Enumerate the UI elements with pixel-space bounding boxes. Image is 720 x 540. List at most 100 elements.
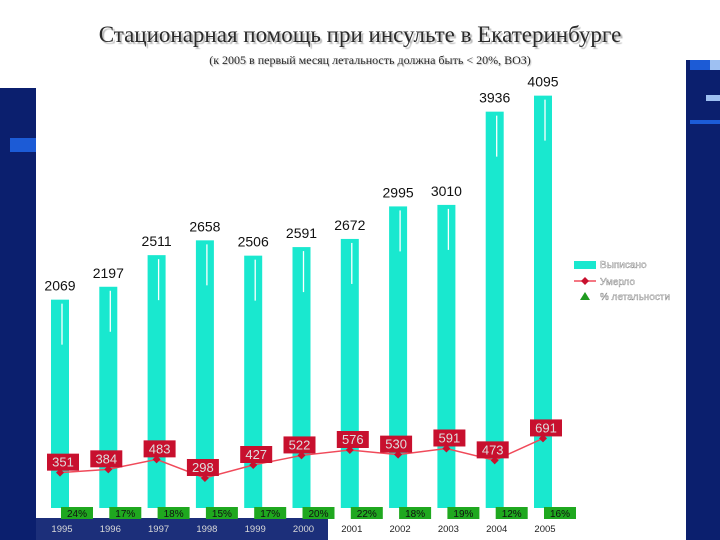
right-stripe-dark xyxy=(686,60,720,540)
bar-discharged-2002 xyxy=(389,206,408,508)
percent-box-2004 xyxy=(495,507,528,519)
died-value-box-2005 xyxy=(530,419,562,437)
died-value-box-1996 xyxy=(90,450,123,468)
right-stripe-blue-2 xyxy=(690,120,720,124)
percent-label-1999: 17% xyxy=(260,509,280,520)
died-value-box-2003 xyxy=(433,429,466,447)
bar-discharged-1996 xyxy=(99,286,118,508)
bar-discharged-2004 xyxy=(485,111,504,508)
bar-value-label-2004: 3936 xyxy=(479,90,510,106)
died-value-box-2000 xyxy=(283,436,316,454)
bar-value-label-1999: 2506 xyxy=(238,234,269,250)
bar-value-label-1998: 2658 xyxy=(189,218,220,234)
percent-label-2003: 19% xyxy=(453,509,473,520)
legend-label-mortality: % летальности xyxy=(600,292,670,303)
percent-box-1998 xyxy=(205,507,238,519)
left-stripe-dark xyxy=(0,88,36,540)
x-tick-label-1997: 1997 xyxy=(148,524,169,535)
legend-swatch-diamond xyxy=(581,277,589,285)
bar-value-label-2000: 2591 xyxy=(286,225,317,241)
bar-value-label-2002: 2995 xyxy=(383,184,414,200)
x-tick-label-2004: 2004 xyxy=(486,524,507,535)
left-stripe-accent xyxy=(10,138,36,152)
bar-value-box-1998 xyxy=(182,218,227,236)
died-value-box-2002 xyxy=(380,435,413,453)
legend-label-discharged: Выписано xyxy=(600,260,647,271)
percent-label-1995: 24% xyxy=(67,509,87,520)
died-value-label-2000: 522 xyxy=(289,437,311,452)
died-value-label-2001: 576 xyxy=(342,432,364,447)
bar-discharged-2001 xyxy=(340,238,359,509)
percent-box-1997 xyxy=(157,507,190,519)
legend-swatch-triangle xyxy=(580,292,590,300)
percent-label-2000: 20% xyxy=(308,509,328,520)
percent-box-2003 xyxy=(447,507,480,519)
died-value-label-2002: 530 xyxy=(385,437,407,452)
died-value-label-1996: 384 xyxy=(95,451,117,466)
x-tick-label-2003: 2003 xyxy=(438,524,459,535)
percent-box-1995 xyxy=(61,507,93,519)
bar-value-box-2001 xyxy=(327,216,372,234)
died-value-box-1997 xyxy=(143,440,176,458)
x-tick-label-2000: 2000 xyxy=(293,524,314,535)
bar-value-label-2001: 2672 xyxy=(334,217,365,233)
percent-label-2004: 12% xyxy=(502,509,522,520)
bar-discharged-1995 xyxy=(51,299,69,508)
percent-box-2000 xyxy=(302,507,335,519)
bar-value-box-2005 xyxy=(521,73,565,91)
died-value-label-2005: 691 xyxy=(535,420,557,435)
percent-box-2005 xyxy=(544,507,576,519)
right-stripe-light-2 xyxy=(706,95,720,101)
bar-discharged-2005 xyxy=(534,95,552,509)
bar-value-box-2003 xyxy=(424,182,469,200)
bar-value-label-1997: 2511 xyxy=(142,233,172,249)
x-tick-label-1998: 1998 xyxy=(196,524,217,535)
legend: Выписано Умерло % летальности xyxy=(574,260,670,303)
legend-swatch-bar xyxy=(574,261,596,269)
percent-label-2005: 16% xyxy=(550,509,570,520)
bar-value-box-2000 xyxy=(279,225,324,243)
legend-label-died: Умерло xyxy=(600,277,636,288)
chart-subtitle: (к 2005 в первый месяц летальность должн… xyxy=(209,53,531,67)
percent-box-1999 xyxy=(254,507,287,519)
percent-label-1996: 17% xyxy=(115,509,135,520)
died-value-label-1998: 298 xyxy=(192,460,214,475)
percent-box-2002 xyxy=(399,507,432,519)
bar-value-box-1999 xyxy=(231,233,276,251)
bottom-stripe xyxy=(36,518,328,540)
died-value-box-1995 xyxy=(47,453,79,471)
died-value-label-1997: 483 xyxy=(149,441,171,456)
bar-discharged-1999 xyxy=(244,255,263,508)
percent-label-1997: 18% xyxy=(164,509,184,520)
bar-value-box-2002 xyxy=(376,184,421,202)
right-stripe-light xyxy=(710,60,720,70)
bar-discharged-1997 xyxy=(147,255,166,508)
died-value-label-1999: 427 xyxy=(245,447,267,462)
x-tick-label-1996: 1996 xyxy=(100,524,121,535)
died-value-box-1998 xyxy=(186,458,219,476)
x-tick-label-1995: 1995 xyxy=(51,524,72,535)
x-tick-label-2002: 2002 xyxy=(390,524,411,535)
died-value-label-1995: 351 xyxy=(52,455,74,470)
chart-title: Стационарная помощь при инсульте в Екате… xyxy=(98,22,622,47)
bar-value-label-2005: 4095 xyxy=(527,74,558,90)
died-value-label-2004: 473 xyxy=(482,442,504,457)
right-stripe-blue xyxy=(690,60,710,70)
percent-box-2001 xyxy=(350,507,383,519)
bar-value-box-1996 xyxy=(86,264,131,282)
died-value-label-2003: 591 xyxy=(439,430,461,445)
bar-discharged-1998 xyxy=(195,240,214,508)
x-tick-label-1999: 1999 xyxy=(245,524,266,535)
percent-box-1996 xyxy=(109,507,142,519)
percent-label-2001: 22% xyxy=(357,509,377,520)
died-value-box-2001 xyxy=(336,430,369,448)
bar-value-label-1995: 2069 xyxy=(44,278,75,294)
bar-value-box-1997 xyxy=(134,233,179,251)
bar-value-box-2004 xyxy=(472,89,517,107)
bar-discharged-2003 xyxy=(437,204,456,508)
percent-label-1998: 15% xyxy=(212,509,232,520)
percent-label-2002: 18% xyxy=(405,509,425,520)
bar-discharged-2000 xyxy=(292,247,311,508)
bar-value-label-2003: 3010 xyxy=(431,183,462,199)
